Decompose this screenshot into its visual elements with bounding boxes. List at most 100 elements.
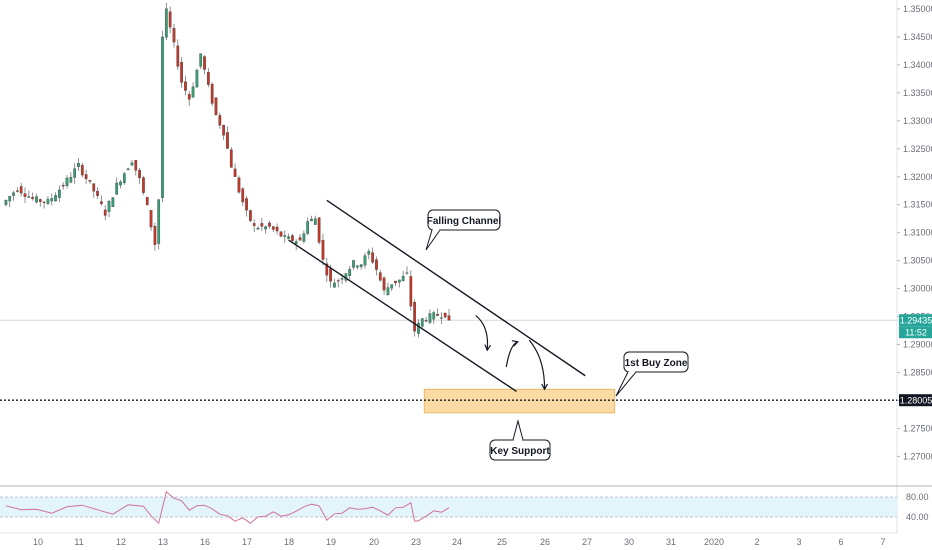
- candle-body: [371, 252, 374, 263]
- y-tick-label: 1.32000: [903, 172, 932, 182]
- countdown-badge-label: 11:52: [905, 328, 927, 338]
- candle-body: [35, 196, 38, 203]
- candle-body: [73, 168, 77, 178]
- candle-body: [42, 201, 46, 203]
- x-tick-label: 19: [326, 537, 336, 547]
- rsi-band: [0, 497, 897, 517]
- candle-body: [145, 197, 149, 206]
- candle-body: [321, 240, 325, 260]
- candle-body: [291, 235, 294, 241]
- key-level-badge: [899, 394, 932, 407]
- x-tick-label: 30: [624, 537, 634, 547]
- x-tick-label: 31: [666, 537, 676, 547]
- candle-body: [157, 199, 161, 244]
- curved-arrow: [528, 339, 546, 390]
- candle-body: [119, 181, 122, 186]
- arrow-head: [511, 340, 519, 347]
- candle-body: [268, 222, 271, 227]
- x-tick-label: 11: [74, 537, 83, 547]
- candle-body: [229, 149, 233, 168]
- curved-arrow: [475, 315, 489, 351]
- candle-body: [115, 182, 119, 195]
- candle-body: [226, 132, 229, 149]
- candle-body: [161, 36, 164, 198]
- candle-body: [348, 269, 352, 276]
- candle-body: [432, 312, 436, 320]
- candle-body: [375, 259, 378, 270]
- last-price-badge: [899, 314, 932, 327]
- candle-body: [386, 287, 390, 296]
- candle-body: [329, 268, 332, 282]
- candle-body: [84, 174, 88, 180]
- candle-body: [126, 168, 130, 171]
- candle-body: [80, 164, 84, 176]
- channel-upper-line: [326, 199, 586, 377]
- candle-body: [77, 163, 80, 167]
- x-tick-label: 17: [242, 537, 252, 547]
- candle-body: [19, 186, 23, 194]
- x-tick-label: 20: [369, 537, 379, 547]
- candle-body: [440, 317, 443, 319]
- callout-label: Falling Channel: [427, 216, 502, 227]
- candle-body: [122, 173, 126, 183]
- candle-body: [184, 81, 187, 91]
- candle-body: [420, 318, 424, 327]
- candle-body: [69, 176, 73, 183]
- key-level-badge-label: 1.28005: [900, 396, 932, 406]
- candle-body: [367, 250, 371, 255]
- x-tick-label: 2: [754, 537, 759, 547]
- candle-body: [306, 221, 310, 234]
- candle-body: [417, 322, 420, 334]
- candles: [4, 2, 451, 338]
- candle-body: [394, 280, 397, 283]
- x-tick-label: 6: [838, 537, 843, 547]
- candle-body: [287, 236, 290, 239]
- countdown-badge: [899, 326, 932, 339]
- candle-body: [168, 11, 172, 28]
- candle-body: [283, 235, 287, 237]
- callout-tail: [425, 229, 441, 251]
- candle-body: [54, 195, 57, 202]
- candle-body: [8, 196, 12, 202]
- candle-body: [336, 280, 340, 282]
- last-price-badge-label: 1.29435: [900, 316, 932, 326]
- candle-body: [443, 312, 447, 318]
- candle-body: [382, 277, 386, 291]
- candle-body: [294, 241, 298, 244]
- candle-body: [233, 168, 237, 177]
- candle-body: [195, 70, 199, 88]
- rsi-tick-label: 40.00: [906, 512, 929, 522]
- candle-body: [176, 45, 180, 67]
- candle-body: [428, 313, 432, 323]
- candle-body: [401, 275, 405, 282]
- candle-body: [107, 201, 111, 212]
- candle-body: [447, 315, 451, 321]
- arrow-head: [484, 344, 492, 352]
- x-tick-label: 13: [158, 537, 168, 547]
- x-tick-label: 16: [200, 537, 210, 547]
- time-axis[interactable]: 10 11 12 13 16 17 18 19 20 23 24 25 26 27 30 31 2020 2 3 6 7: [33, 537, 886, 547]
- candle-body: [191, 86, 195, 98]
- rsi-tick-label: 80.00: [906, 492, 929, 502]
- candle-body: [409, 276, 413, 307]
- candle-body: [340, 278, 344, 280]
- buy-zone-layer: [423, 388, 616, 414]
- candle-body: [153, 226, 157, 245]
- candle-body: [100, 201, 103, 204]
- arrow-head: [541, 383, 548, 391]
- price-axis[interactable]: 1.35000 1.34500 1.34000 1.33500 1.33000 1.325…: [897, 4, 932, 461]
- candle-body: [46, 199, 50, 204]
- y-tick-label: 1.32500: [903, 144, 932, 154]
- candle-body: [210, 84, 214, 104]
- candle-body: [130, 162, 134, 166]
- callouts: Falling Channel 1st Buy Zone Key Support: [425, 209, 689, 461]
- candle-body: [222, 125, 225, 136]
- candle-body: [218, 115, 222, 126]
- x-tick-label: 26: [540, 537, 550, 547]
- y-tick-label: 1.33000: [903, 116, 932, 126]
- candle-body: [31, 196, 34, 199]
- channel-lower-line: [288, 239, 517, 392]
- x-tick-label: 24: [452, 537, 462, 547]
